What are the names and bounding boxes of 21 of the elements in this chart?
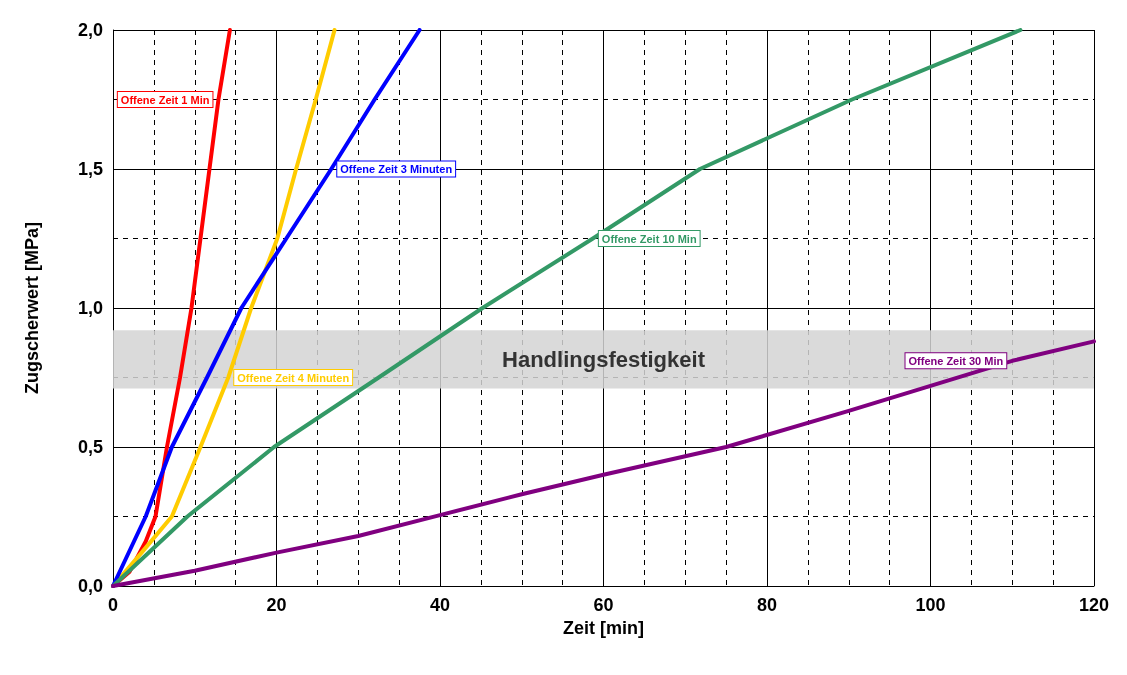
series-label: Offene Zeit 1 Min: [120, 93, 210, 106]
x-tick-label: 120: [1078, 595, 1110, 615]
y-tick-label: 0,0: [77, 576, 103, 596]
x-axis-title: Zeit [min]: [563, 617, 644, 638]
band-label: Handlingsfestigkeit: [502, 346, 706, 372]
series-label: Offene Zeit 30 Min: [908, 354, 1004, 367]
x-tick-label: 100: [915, 595, 946, 615]
y-tick-label: 1,5: [77, 159, 103, 179]
y-tick-label: 1,0: [77, 298, 103, 318]
series-label: Offene Zeit 10 Min: [601, 232, 697, 245]
y-tick-label: 0,5: [77, 437, 103, 457]
x-tick-label: 20: [266, 595, 287, 615]
line-series: [111, 339, 1096, 588]
x-tick-label: 80: [756, 595, 778, 615]
x-tick-label: 0: [107, 595, 119, 615]
x-tick-label: 60: [593, 595, 614, 615]
y-tick-label: 2,0: [77, 20, 103, 40]
series-label: Offene Zeit 4 Minuten: [237, 371, 350, 384]
x-tick-label: 40: [429, 595, 451, 615]
series-label: Offene Zeit 3 Minuten: [340, 163, 453, 175]
y-axis-title: Zugscherwert [MPa]: [22, 221, 42, 395]
